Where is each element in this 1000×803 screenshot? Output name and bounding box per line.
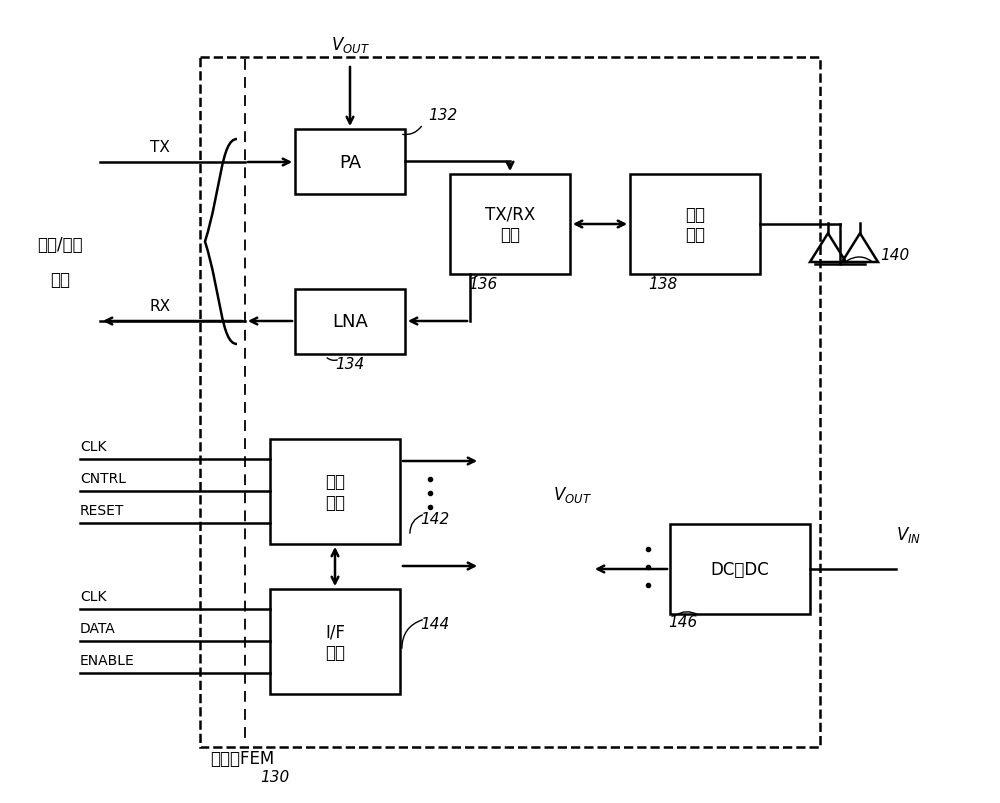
Bar — [270, 589, 400, 694]
Bar — [270, 439, 400, 544]
Text: 140: 140 — [880, 247, 909, 262]
Text: TX/RX
开关: TX/RX 开关 — [485, 206, 535, 244]
Text: LNA: LNA — [332, 313, 368, 331]
Text: 132: 132 — [428, 108, 457, 122]
Text: DC到DC: DC到DC — [711, 560, 769, 578]
Text: ENABLE: ENABLE — [80, 653, 135, 667]
Text: RESET: RESET — [80, 503, 124, 517]
Text: 142: 142 — [420, 512, 449, 527]
Text: $V_{OUT}$: $V_{OUT}$ — [553, 484, 591, 504]
Bar — [630, 175, 760, 275]
Text: 138: 138 — [648, 277, 677, 292]
Bar — [295, 130, 405, 195]
Text: 136: 136 — [468, 277, 497, 292]
Text: RX: RX — [149, 299, 171, 314]
Text: I/F
逻辑: I/F 逻辑 — [325, 622, 345, 661]
Text: 134: 134 — [335, 357, 364, 372]
Text: CLK: CLK — [80, 589, 107, 603]
Text: 单芯片FEM: 单芯片FEM — [210, 749, 274, 767]
Bar — [670, 524, 810, 614]
Text: 144: 144 — [420, 617, 449, 632]
Bar — [295, 290, 405, 355]
Text: CLK: CLK — [80, 439, 107, 454]
Text: 130: 130 — [260, 769, 289, 784]
Bar — [200, 58, 820, 747]
Text: TX: TX — [150, 140, 170, 155]
Text: $V_{IN}$: $V_{IN}$ — [896, 524, 921, 544]
Text: 去往/来自: 去往/来自 — [37, 236, 83, 254]
Text: $V_{OUT}$: $V_{OUT}$ — [331, 35, 369, 55]
Text: 基带: 基带 — [50, 271, 70, 288]
Text: DATA: DATA — [80, 622, 116, 635]
Text: 天线
开关: 天线 开关 — [685, 206, 705, 244]
Text: PA: PA — [339, 153, 361, 171]
Bar — [450, 175, 570, 275]
Text: CNTRL: CNTRL — [80, 471, 126, 485]
Text: 控制
逻辑: 控制 逻辑 — [325, 472, 345, 512]
Text: 146: 146 — [668, 615, 697, 630]
